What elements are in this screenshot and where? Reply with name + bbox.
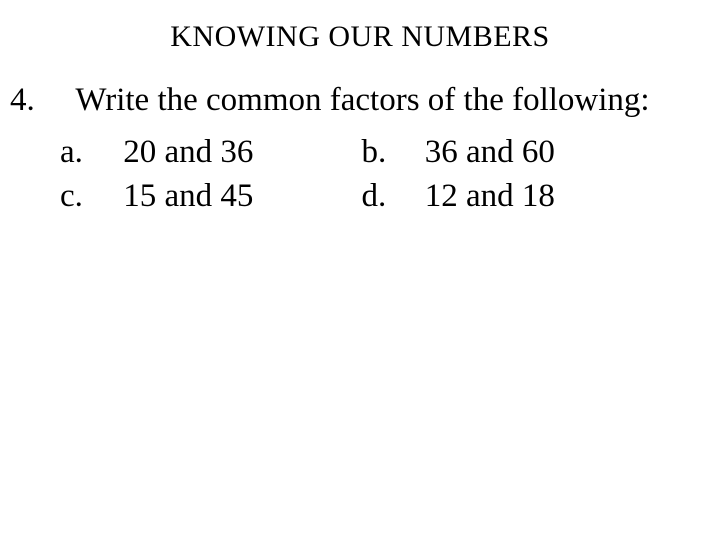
question-number: 4.	[10, 82, 35, 118]
option-b-text: 36 and 60	[425, 130, 555, 175]
option-d-label: d.	[362, 174, 417, 219]
option-b-label: b.	[362, 130, 417, 175]
option-a-label: a.	[60, 130, 115, 175]
question-block: 4. Write the common factors of the follo…	[10, 79, 710, 122]
options-row-2: c. 15 and 45 d. 12 and 18	[10, 174, 710, 219]
page-title: KNOWING OUR NUMBERS	[10, 20, 710, 54]
option-a-text: 20 and 36	[123, 130, 353, 175]
option-c-label: c.	[60, 174, 115, 219]
option-d-text: 12 and 18	[425, 174, 555, 219]
option-c-text: 15 and 45	[123, 174, 353, 219]
options-row-1: a. 20 and 36 b. 36 and 60	[10, 130, 710, 175]
question-text: Write the common factors of the followin…	[75, 82, 649, 118]
